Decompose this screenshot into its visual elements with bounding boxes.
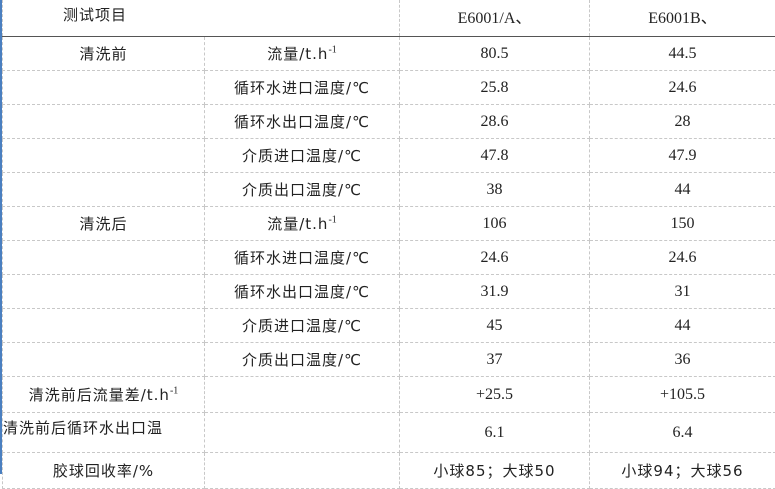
summary-row: 胶球回收率/% 小球85；大球50 小球94；大球56 — [3, 453, 775, 489]
param-label: 介质出口温度/℃ — [242, 181, 362, 199]
value-a: 38 — [400, 173, 590, 207]
param-label: 介质进口温度/℃ — [242, 317, 362, 335]
param-cell: 循环水进口温度/℃ — [205, 241, 400, 275]
value-a: 25.8 — [400, 71, 590, 105]
data-table-container: 测试项目 E6001/A、 E6001B、 清洗前 流量/t.h-1 80.5 … — [0, 0, 775, 474]
summary-sup: -1 — [170, 386, 178, 397]
value-b: 24.6 — [590, 71, 775, 105]
group-cell — [3, 139, 205, 173]
summary-value-a: 小球85；大球50 — [400, 453, 590, 489]
param-cell: 介质进口温度/℃ — [205, 139, 400, 173]
table-row: 介质进口温度/℃ 47.8 47.9 — [3, 139, 775, 173]
value-a: 24.6 — [400, 241, 590, 275]
value-b: 44.5 — [590, 37, 775, 71]
table-row: 介质进口温度/℃ 45 44 — [3, 309, 775, 343]
summary-label: 清洗前后循环水出口温 — [3, 419, 163, 437]
summary-row: 清洗前后流量差/t.h-1 +25.5 +105.5 — [3, 377, 775, 413]
value-a: 47.8 — [400, 139, 590, 173]
summary-label: 清洗前后流量差/t.h — [29, 386, 170, 404]
summary-row: 清洗前后循环水出口温 6.1 6.4 — [3, 413, 775, 453]
value-b: 44 — [590, 309, 775, 343]
table-row: 循环水出口温度/℃ 28.6 28 — [3, 105, 775, 139]
param-label: 循环水出口温度/℃ — [234, 283, 370, 301]
summary-value-a: 6.1 — [400, 413, 590, 453]
group-cell — [3, 71, 205, 105]
group-cell — [3, 173, 205, 207]
value-b: 31 — [590, 275, 775, 309]
value-b: 24.6 — [590, 241, 775, 275]
value-b: 44 — [590, 173, 775, 207]
param-label: 介质出口温度/℃ — [242, 351, 362, 369]
table-row: 循环水进口温度/℃ 25.8 24.6 — [3, 71, 775, 105]
summary-value-b: +105.5 — [590, 377, 775, 413]
param-label: 流量/t.h — [267, 45, 328, 63]
empty-cell — [205, 377, 400, 413]
value-a: 45 — [400, 309, 590, 343]
param-label: 介质进口温度/℃ — [242, 147, 362, 165]
value-b: 150 — [590, 207, 775, 241]
header-col-b: E6001B、 — [590, 0, 775, 37]
param-label: 流量/t.h — [267, 215, 328, 233]
summary-label-cell: 清洗前后循环水出口温 — [3, 413, 205, 453]
param-cell: 流量/t.h-1 — [205, 207, 400, 241]
summary-label-cell: 胶球回收率/% — [3, 453, 205, 489]
summary-value-b: 6.4 — [590, 413, 775, 453]
value-b: 47.9 — [590, 139, 775, 173]
value-a: 80.5 — [400, 37, 590, 71]
table-row: 清洗前 流量/t.h-1 80.5 44.5 — [3, 37, 775, 71]
param-label: 循环水进口温度/℃ — [234, 79, 370, 97]
param-cell: 循环水出口温度/℃ — [205, 105, 400, 139]
param-cell: 流量/t.h-1 — [205, 37, 400, 71]
summary-value-a: +25.5 — [400, 377, 590, 413]
group-cell — [3, 343, 205, 377]
param-label: 循环水出口温度/℃ — [234, 113, 370, 131]
table-row: 清洗后 流量/t.h-1 106 150 — [3, 207, 775, 241]
value-a: 31.9 — [400, 275, 590, 309]
value-a: 106 — [400, 207, 590, 241]
summary-label-cell: 清洗前后流量差/t.h-1 — [3, 377, 205, 413]
value-a: 28.6 — [400, 105, 590, 139]
value-a: 37 — [400, 343, 590, 377]
table-row: 介质出口温度/℃ 37 36 — [3, 343, 775, 377]
param-cell: 介质进口温度/℃ — [205, 309, 400, 343]
param-cell: 循环水进口温度/℃ — [205, 71, 400, 105]
param-sup: -1 — [328, 215, 336, 226]
header-item: 测试项目 — [3, 0, 400, 37]
group-cell — [3, 275, 205, 309]
group-cell: 清洗后 — [3, 207, 205, 241]
group-cell: 清洗前 — [3, 37, 205, 71]
header-col-a: E6001/A、 — [400, 0, 590, 37]
empty-cell — [205, 413, 400, 453]
param-cell: 介质出口温度/℃ — [205, 173, 400, 207]
param-label: 循环水进口温度/℃ — [234, 249, 370, 267]
value-b: 36 — [590, 343, 775, 377]
group-cell — [3, 241, 205, 275]
param-cell: 循环水出口温度/℃ — [205, 275, 400, 309]
empty-cell — [205, 453, 400, 489]
param-cell: 介质出口温度/℃ — [205, 343, 400, 377]
group-cell — [3, 309, 205, 343]
group-cell — [3, 105, 205, 139]
param-sup: -1 — [328, 45, 336, 56]
summary-label: 胶球回收率/% — [53, 462, 154, 480]
table-row: 循环水进口温度/℃ 24.6 24.6 — [3, 241, 775, 275]
header-row: 测试项目 E6001/A、 E6001B、 — [3, 0, 775, 37]
value-b: 28 — [590, 105, 775, 139]
summary-value-b: 小球94；大球56 — [590, 453, 775, 489]
table-row: 介质出口温度/℃ 38 44 — [3, 173, 775, 207]
table-row: 循环水出口温度/℃ 31.9 31 — [3, 275, 775, 309]
